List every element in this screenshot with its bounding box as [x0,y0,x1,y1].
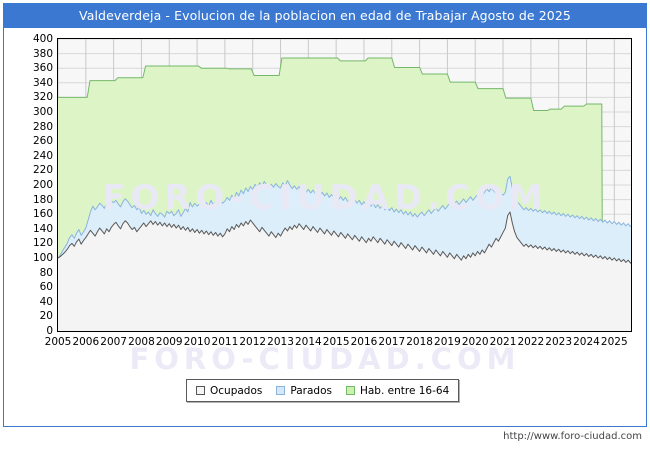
y-axis-tick-label: 140 [32,222,53,235]
x-axis-tick-label: 2005 [44,336,72,348]
plot-wrapper [57,38,632,332]
x-axis-tick-label: 2013 [267,336,294,348]
y-axis-tick-label: 200 [32,179,53,191]
legend-swatch-icon [276,386,286,395]
x-axis-tick-label: 2025 [600,336,628,348]
y-axis-tick-label: 0 [46,325,53,337]
legend-item-label: Ocupados [210,384,263,397]
x-axis-tick-label: 2008 [128,336,155,348]
y-axis-tick-label: 80 [39,266,53,279]
x-axis-tick-label: 2021 [489,336,517,348]
chart-legend: Ocupados Parados Hab. entre 16-64 [186,379,460,402]
x-axis: 2005 2006 2007 2008 2009 2010 2011 2012 2013 2014… [45,334,632,352]
x-axis-tick-label: 2023 [545,336,573,348]
y-axis-tick-label: 340 [32,76,53,89]
y-axis-tick-label: 220 [32,164,53,177]
series-line-parados [58,176,631,258]
x-axis-tick-label: 2012 [239,336,267,348]
y-axis-tick-label: 320 [32,91,53,104]
x-axis-tick-label: 2010 [183,336,211,348]
x-axis-tick-label: 2016 [350,336,378,348]
series-line-ocupados [58,212,631,265]
x-axis-tick-label: 2011 [211,336,239,348]
series-area-ocupados [58,212,631,331]
y-axis-tick-label: 400 [32,33,53,45]
y-axis-tick-label: 20 [39,310,53,323]
legend-item[interactable]: Ocupados [196,385,262,397]
x-axis-tick-label: 2024 [573,336,600,348]
x-axis-tick-label: 2019 [434,336,461,348]
y-axis-tick-label: 360 [32,62,53,75]
x-axis-tick-label: 2022 [517,336,545,348]
y-axis-tick-label: 380 [32,47,53,60]
y-axis-tick-label: 240 [32,149,53,162]
source-url: http://www.foro-ciudad.com [503,431,642,442]
x-axis-tick-label: 2020 [461,336,489,348]
y-axis-tick-label: 260 [32,135,53,148]
y-axis-tick-label: 160 [32,208,53,221]
legend-item[interactable]: Parados [276,385,332,397]
series-layer [58,58,631,331]
window-title-bar: Valdeverdeja - Evolucion de la poblacion… [3,3,647,28]
legend-item[interactable]: Hab. entre 16-64 [345,384,450,397]
y-axis-tick-label: 180 [32,193,53,206]
y-axis-tick-label: 100 [32,252,53,264]
y-axis: 400 380 360 340 320 300 280 260 240 220 200 180 160 1… [0,34,53,337]
y-axis-tick-label: 280 [32,120,53,133]
x-axis-tick-label: 2015 [322,336,350,348]
legend-item-label: Parados [290,384,332,397]
x-axis-tick-label: 2007 [100,336,127,348]
x-axis-tick-label: 2006 [72,336,100,348]
y-axis-tick-label: 120 [32,237,53,250]
legend-swatch-icon [345,386,355,395]
x-axis-tick-label: 2018 [406,336,433,348]
x-axis-tick-label: 2014 [294,336,322,348]
x-axis-tick-label: 2009 [155,336,183,348]
y-axis-tick-label: 40 [39,295,53,308]
page-title: Valdeverdeja - Evolucion de la poblacion… [79,8,571,23]
y-axis-tick-label: 300 [32,106,53,118]
y-axis-tick-label: 60 [39,281,53,294]
x-axis-tick-label: 2017 [378,336,406,348]
legend-item-label: Hab. entre 16-64 [359,384,450,397]
series-line-hab-entre-16-64 [58,58,603,331]
plot-area [57,38,632,332]
chart-canvas [58,39,631,331]
legend-swatch-icon [196,386,205,395]
